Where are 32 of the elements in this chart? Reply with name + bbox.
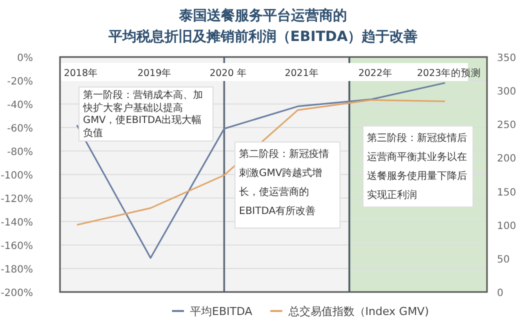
y2-tick-label: 300 — [497, 86, 516, 98]
y-tick-label: -100% — [0, 170, 33, 182]
y-tick-label: -200% — [0, 288, 33, 299]
x-tick-label: 2018年 — [64, 67, 98, 79]
y2-tick-label: 100 — [497, 220, 516, 232]
legend-label: 总交易值指数（Index GMV) — [287, 305, 429, 318]
chart-title: 泰国送餐服务平台运营商的 — [178, 7, 347, 24]
y-tick-label: -20% — [7, 76, 33, 88]
annotation: 第一阶段：营销成本高、加快扩大客户基础以提高GMV，使EBITDA出现大幅负值 — [83, 90, 204, 140]
y-tick-label: 0% — [17, 53, 33, 64]
y2-tick-label: 150 — [497, 187, 516, 198]
y-tick-label: -160% — [0, 241, 33, 252]
legend-label: 平均EBITDA — [190, 305, 253, 318]
chart-subtitle: 平均税息折旧及摊销前利润（EBITDA）趋于改善 — [107, 28, 418, 45]
y-tick-label: -180% — [0, 264, 33, 276]
y2-tick-label: 50 — [497, 254, 510, 266]
x-tick-label: 2022年 — [358, 67, 393, 79]
x-tick-label: 2020 年 — [210, 67, 247, 79]
x-tick-label: 2021年 — [284, 67, 319, 79]
y-tick-label: -60% — [7, 124, 33, 134]
annotation: 第三阶段：新冠疫情后运营商平衡其业务以在送餐服务使用量下降后实现正利润 — [367, 132, 468, 203]
y-tick-label: -40% — [7, 100, 33, 111]
y2-tick-label: 200 — [497, 154, 516, 165]
y2-tick-label: 350 — [497, 53, 516, 64]
y2-tick-label: 0 — [497, 288, 504, 299]
y-tick-label: -80% — [7, 147, 33, 158]
y-tick-label: -140% — [0, 218, 33, 228]
x-tick-label: 2023年的预测 — [416, 67, 482, 79]
x-tick-label: 2019年 — [137, 67, 172, 79]
y-tick-label: -120% — [0, 194, 33, 205]
y2-tick-label: 250 — [497, 120, 516, 132]
annotation: 第二阶段：新冠疫情刺激GMV跨越式增长，使运营商的EBITDA有所改善 — [239, 148, 330, 219]
